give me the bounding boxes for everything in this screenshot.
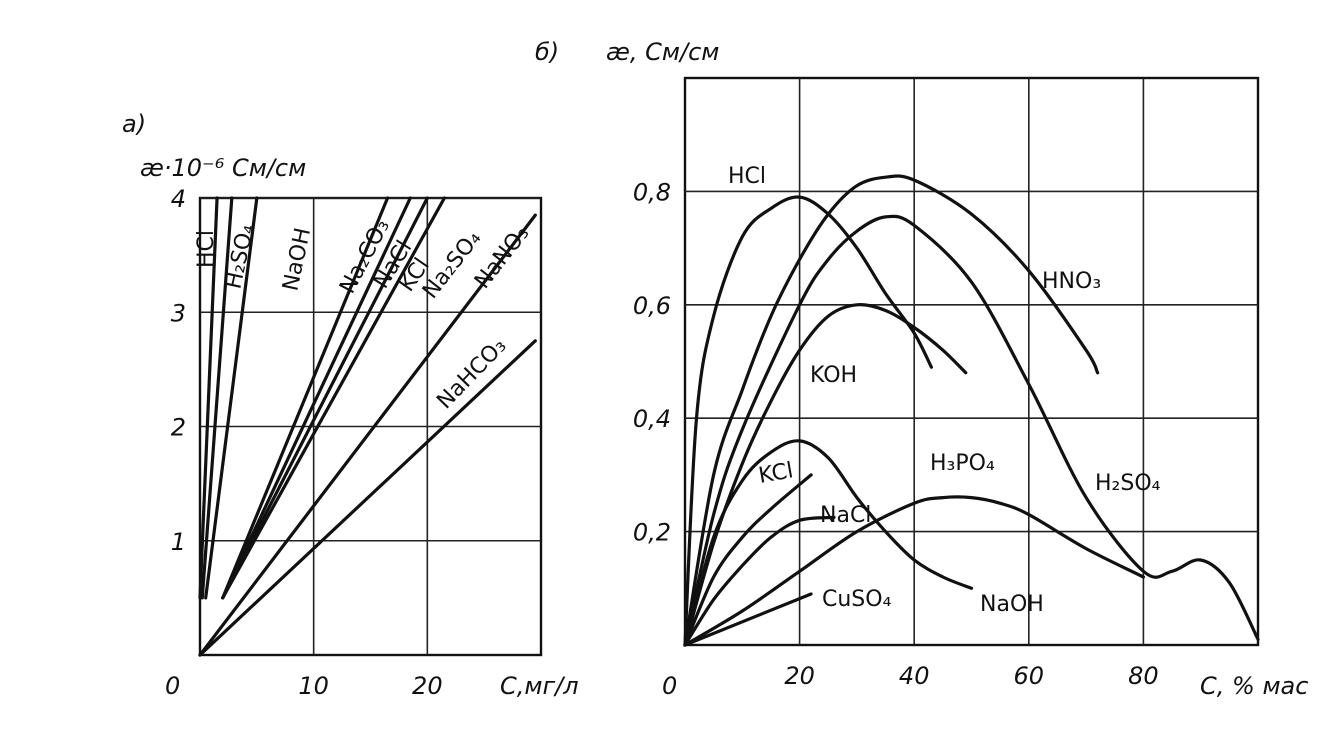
panel-b-series-cuso4 (683, 592, 813, 647)
panel-b-y-tick-label: 0,2 (633, 519, 671, 547)
panel-a-series-na2co3 (221, 196, 390, 600)
panel-a-series-naoh (204, 196, 259, 600)
panel-a-series-nacl (221, 196, 412, 600)
panel-b-series-naoh (683, 439, 974, 647)
panel-a-series-label-hcl: HCl (194, 230, 219, 268)
panel-b-series-nacl (683, 515, 836, 647)
panel-a-origin-label: 0 (165, 672, 180, 700)
panel-b-series-label-h3po4: H₃PO₄ (930, 451, 995, 476)
panel-b-origin-label: 0 (662, 672, 677, 700)
panel-b-label: б) (535, 38, 559, 66)
panel-a-series-hcl (198, 196, 219, 600)
panel-b-series-label-h2so4: H₂SO₄ (1095, 471, 1161, 496)
panel-b-series-label-koh: KOH (810, 363, 857, 388)
panel-a-y-axis-label: æ·10⁻⁶ См/см (140, 154, 306, 182)
panel-a-series-nano3 (198, 213, 537, 657)
panel-b-x-axis-label: С, % мас (1200, 672, 1308, 700)
panel-a-series-kcl (221, 196, 429, 600)
panel-a-series-label-naoh: NaOH (278, 226, 316, 294)
panel-a-tick-labels: 10 20 1 2 3 4 (171, 185, 443, 700)
panel-b-tick-labels: 20 40 60 80 0,2 0,4 0,6 0,8 (633, 178, 1159, 690)
panel-a-y-tick-label: 2 (171, 414, 186, 442)
panel-a-series-labels: HCl H₂SO₄ NaOH Na₂CO₃NaClKClNa₂SO₄NaNO₃NaHC… (194, 215, 534, 414)
panel-b-plot-frame (683, 76, 1260, 647)
panel-b-y-tick-label: 0,6 (633, 292, 671, 320)
panel-a-x-tick-label: 20 (412, 672, 443, 700)
panel-b-series-label-hno3: HNO₃ (1042, 269, 1101, 294)
panel-a-y-tick-label: 4 (171, 185, 186, 213)
panel-a-x-axis-label: С,мг/л (500, 672, 579, 700)
panel-b-series-kcl (683, 473, 813, 647)
panel-b-series-hno3 (683, 174, 1100, 647)
panel-a-grid (198, 196, 543, 657)
panel-b-series-label-nacl: NaCl (820, 503, 871, 528)
panel-b-series-h2so4 (683, 214, 1260, 647)
panel-b-y-tick-label: 0,8 (633, 178, 671, 206)
panel-b-series-h3po4 (683, 495, 1145, 647)
panel-b-series-hcl (683, 195, 933, 647)
panel-b-series (683, 174, 1260, 647)
panel-b-x-tick-label: 80 (1128, 662, 1159, 690)
panel-a-chart: а) æ·10⁻⁶ См/см С,мг/л 0 10 20 1 2 3 4 HCl H₂S… (122, 110, 579, 700)
panel-a-series-h2so4 (200, 196, 234, 600)
panel-a-series-label-nano3: NaNO₃ (470, 221, 534, 294)
panel-b-series-label-cuso4: CuSO₄ (822, 587, 892, 612)
panel-a-label: а) (122, 110, 146, 138)
panel-a-series-nahco3 (198, 339, 537, 657)
panel-b-y-tick-label: 0,4 (633, 405, 671, 433)
panel-a-series (198, 196, 537, 657)
panel-b-chart: б) æ, См/см С, % мас 0 20 40 60 80 0,2 0,4 0,6… (535, 38, 1308, 700)
panel-a-series-na2so4 (221, 196, 446, 600)
panel-b-series-labels: HCl HNO₃ H₂SO₄ KOH NaOH KCl NaCl H₃PO₄ CuSO₄ (728, 164, 1161, 617)
panel-b-y-axis-label: æ, См/см (606, 38, 719, 66)
panel-b-x-tick-label: 60 (1014, 662, 1045, 690)
panel-b-x-tick-label: 20 (784, 662, 815, 690)
panel-b-series-label-kcl: KCl (757, 458, 796, 489)
panel-a-y-tick-label: 1 (171, 528, 186, 556)
panel-a-x-tick-label: 10 (298, 672, 329, 700)
panel-b-series-label-naoh: NaOH (980, 592, 1044, 617)
panel-a-y-tick-label: 3 (171, 299, 186, 327)
panel-a-series-label-h2so4: H₂SO₄ (221, 222, 259, 291)
panel-b-series-label-hcl: HCl (728, 164, 766, 189)
panel-b-x-tick-label: 40 (899, 662, 930, 690)
